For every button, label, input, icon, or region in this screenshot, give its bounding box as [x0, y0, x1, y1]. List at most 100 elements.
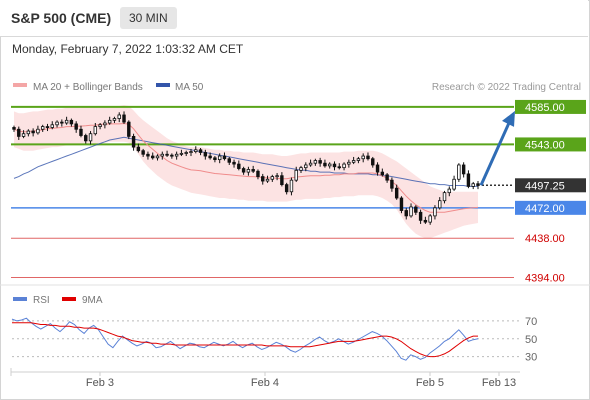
- candle-body: [452, 178, 456, 190]
- moving-averages: [13, 122, 479, 213]
- candle-body: [394, 187, 399, 199]
- ma50-legend-swatch: [156, 83, 170, 87]
- forecast-arrow-shaft: [479, 122, 511, 186]
- price-levels: [11, 105, 514, 278]
- candle-body: [351, 160, 356, 163]
- candle-body: [146, 153, 150, 157]
- last-price-label: 4497.25: [525, 180, 565, 192]
- candle-body: [375, 164, 380, 173]
- candle-body: [332, 163, 337, 168]
- forecast-arrow: [479, 110, 515, 186]
- candle-body: [428, 215, 432, 223]
- candle-body: [198, 149, 203, 153]
- candle-body: [184, 152, 188, 154]
- level-tag-pivot: [515, 200, 586, 215]
- level-tag-resistance: [515, 99, 586, 114]
- rsi-ma-line: [12, 322, 478, 358]
- candle-body: [366, 155, 370, 160]
- timeframe-badge[interactable]: 30 MIN: [120, 7, 177, 29]
- x-axis-tick-label: Feb 13: [482, 377, 516, 389]
- candle-body: [60, 121, 64, 124]
- candle-body: [117, 114, 121, 119]
- credit-label: Research © 2022 Trading Central: [432, 82, 581, 93]
- candle-body: [275, 175, 279, 178]
- candle-body: [337, 166, 341, 169]
- candle-body: [40, 126, 45, 130]
- candle-body: [103, 122, 107, 126]
- candle-body: [122, 114, 126, 123]
- candle-body: [88, 133, 93, 142]
- candle-body: [151, 155, 155, 159]
- rsi-legend-label: RSI: [33, 295, 50, 306]
- candle-body: [179, 152, 184, 155]
- candle-body: [189, 151, 193, 153]
- candle-body: [361, 155, 365, 160]
- candle-body: [217, 155, 222, 161]
- candle-body: [84, 135, 88, 142]
- candle-body: [327, 163, 332, 167]
- candle-body: [371, 158, 375, 166]
- candle-body: [55, 121, 59, 126]
- candle-body: [170, 154, 174, 157]
- candle-body: [318, 160, 322, 164]
- candle-body: [160, 153, 165, 157]
- candle-body: [93, 126, 98, 135]
- candle-body: [409, 206, 413, 217]
- candle-body: [342, 163, 346, 169]
- candle-body: [107, 119, 112, 124]
- candle-body: [21, 133, 26, 137]
- candle-body: [208, 155, 212, 159]
- candle-body: [457, 164, 461, 180]
- candle-body: [385, 174, 389, 181]
- candle-body: [79, 128, 83, 136]
- level-label-pivot: 4472.00: [525, 203, 565, 215]
- candle-body: [50, 124, 54, 128]
- candle-body: [433, 207, 437, 217]
- bb-legend-swatch: [13, 83, 27, 87]
- candle-body: [237, 163, 241, 169]
- instrument-title: S&P 500 (CME): [11, 10, 112, 26]
- header-bar: S&P 500 (CME) 30 MIN: [0, 0, 588, 37]
- candle-body: [313, 160, 318, 164]
- candle-body: [294, 169, 298, 181]
- candle-body: [127, 121, 131, 137]
- candle-body: [438, 200, 442, 209]
- candle-body: [308, 162, 313, 166]
- rsi-ma-legend-swatch: [62, 297, 76, 301]
- candle-body: [227, 158, 231, 163]
- datetime-label: Monday, February 7, 2022 1:03:32 AM CET: [12, 42, 244, 56]
- x-axis-tick-label: Feb 5: [416, 377, 444, 389]
- rsi-panel: 70 50 30: [11, 316, 537, 364]
- candle-body: [466, 173, 471, 187]
- candle-body: [241, 168, 246, 173]
- candle-body: [141, 150, 145, 155]
- rsi-tick-label: 70: [525, 316, 537, 328]
- ma50-legend-label: MA 50: [175, 82, 204, 93]
- candle-body: [476, 183, 480, 186]
- candle-body: [222, 155, 227, 160]
- level-label-resistance: 4543.00: [525, 139, 565, 151]
- candle-body: [461, 164, 466, 175]
- candle-body: [213, 157, 217, 161]
- candle-body: [174, 153, 179, 157]
- candle-body: [304, 164, 308, 169]
- rsi-tick-label: 50: [525, 334, 537, 346]
- level-label-resistance: 4585.00: [525, 102, 565, 114]
- candle-body: [423, 219, 428, 223]
- candle-body: [203, 152, 208, 157]
- level-tag-resistance: [515, 137, 586, 152]
- candle-body: [98, 124, 102, 127]
- candle-body: [356, 158, 361, 161]
- candle-body: [31, 130, 35, 134]
- ma50-line: [13, 136, 478, 187]
- candle-body: [442, 192, 447, 202]
- rsi-ma-legend-label: 9MA: [82, 295, 103, 306]
- rsi-tick-label: 30: [525, 352, 537, 364]
- candle-body: [251, 169, 255, 172]
- ma20-line: [13, 122, 479, 213]
- candle-body: [112, 118, 117, 121]
- candle-body: [246, 169, 251, 173]
- candle-body: [232, 161, 236, 165]
- candle-body: [26, 130, 31, 135]
- candle-body: [390, 179, 394, 189]
